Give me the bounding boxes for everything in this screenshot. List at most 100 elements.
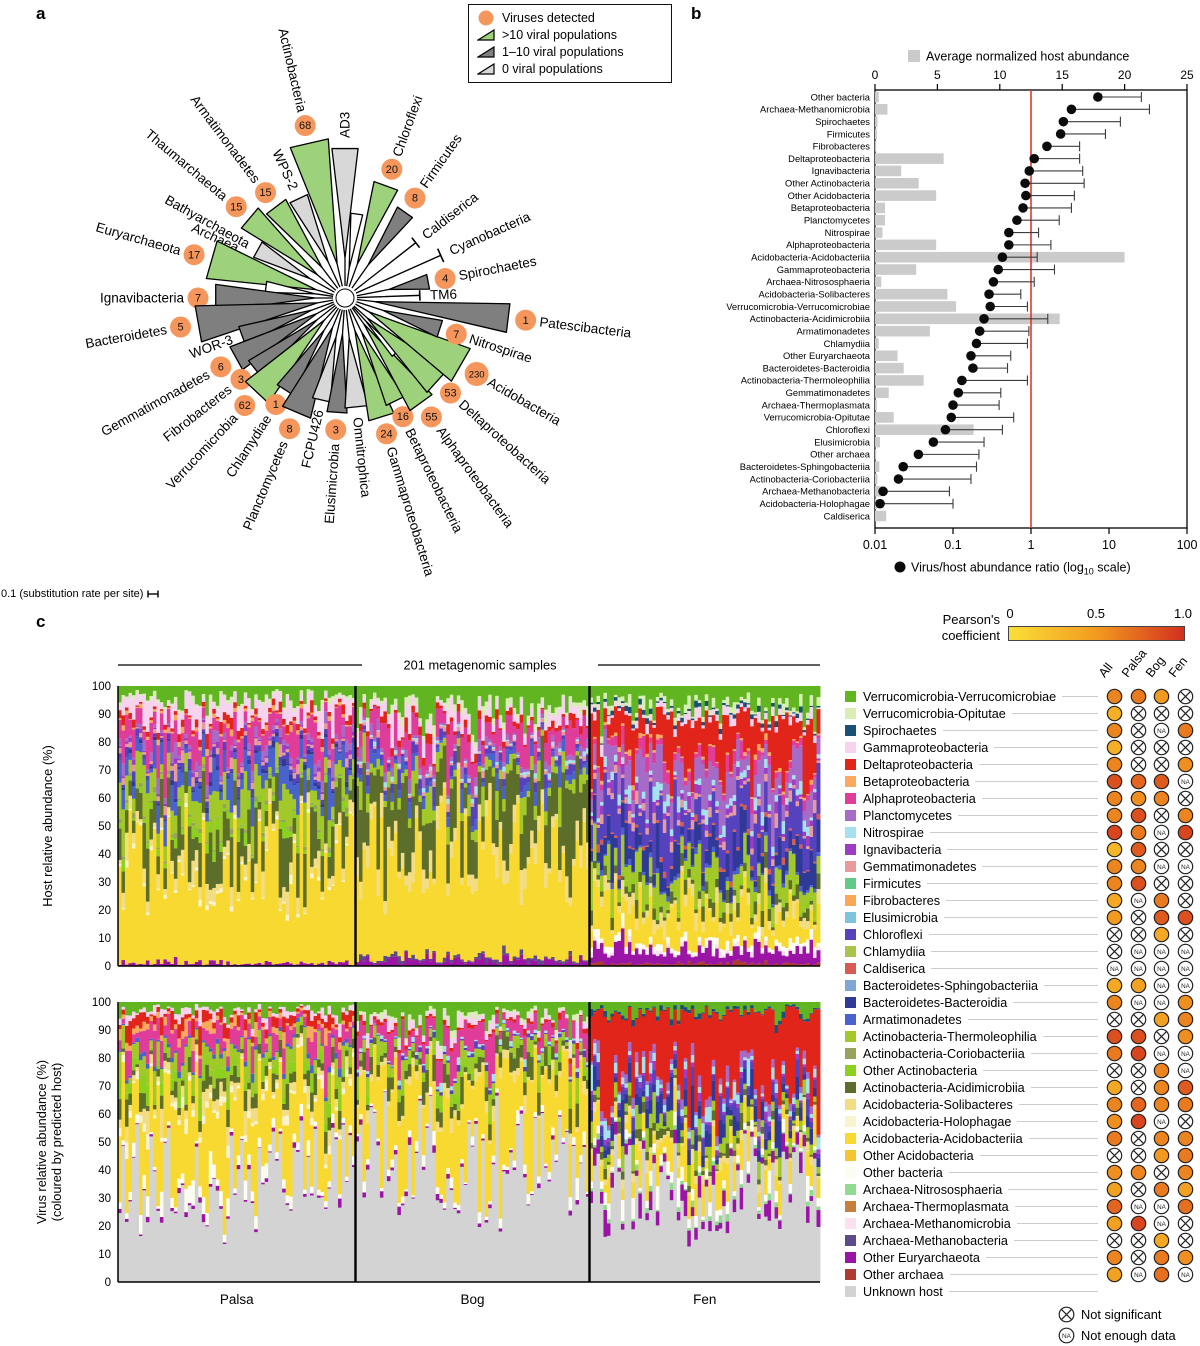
bar-segment: [708, 817, 712, 833]
bar-segment: [499, 715, 503, 718]
bar-segment: [576, 739, 580, 741]
bar-segment: [167, 739, 171, 741]
bar-segment: [631, 721, 635, 725]
bar-segment: [121, 1140, 125, 1145]
bar-segment: [331, 700, 335, 738]
bar-segment: [191, 1103, 195, 1110]
taxon-label: Omnitrophica: [350, 417, 373, 499]
bar-segment: [202, 817, 206, 819]
bar-segment: [806, 940, 810, 953]
row-label: Armatimonadetes: [797, 325, 871, 336]
bar-segment: [314, 867, 318, 868]
bar-segment: [135, 1026, 139, 1033]
bar-segment: [610, 832, 614, 833]
bar-segment: [237, 797, 241, 799]
bar-segment: [443, 723, 447, 725]
bar-segment: [596, 822, 600, 825]
bar-segment: [163, 821, 167, 847]
bar-segment: [446, 817, 450, 827]
bar-segment: [170, 811, 174, 835]
bar-segment: [184, 961, 188, 966]
tree-branch: [347, 268, 350, 286]
bar-segment: [153, 1115, 157, 1118]
bar-segment: [649, 737, 653, 743]
bar-segment: [125, 707, 129, 710]
bar-segment: [335, 704, 339, 707]
bar-segment: [687, 696, 691, 709]
bar-segment: [555, 756, 559, 759]
bar-segment: [321, 686, 325, 700]
bar-segment: [198, 707, 202, 739]
bar-segment: [342, 695, 346, 697]
bar-segment: [160, 742, 164, 764]
bar-segment: [275, 773, 279, 811]
bar-segment: [321, 794, 325, 800]
bar-segment: [583, 716, 587, 749]
bar-segment: [740, 806, 744, 864]
bar-segment: [254, 802, 258, 808]
bar-segment: [244, 1085, 248, 1091]
ratio-dot: [898, 462, 908, 472]
bar-segment: [303, 913, 307, 914]
bar-segment: [191, 1096, 195, 1103]
bar-segment: [534, 806, 538, 820]
bar-segment: [631, 848, 635, 849]
bar-segment: [174, 1081, 178, 1097]
bar-segment: [198, 1002, 202, 1008]
bar-segment: [659, 735, 663, 738]
bar-segment: [663, 913, 667, 917]
bar-segment: [621, 726, 625, 745]
bar-segment: [338, 776, 342, 778]
bar-segment: [569, 755, 573, 760]
bar-segment: [722, 869, 726, 872]
bar-segment: [666, 909, 670, 910]
bar-segment: [156, 796, 160, 801]
bar-segment: [481, 817, 485, 842]
bar-segment: [666, 686, 670, 709]
bar-segment: [722, 715, 726, 794]
bar-segment: [362, 694, 366, 697]
bar-segment: [817, 758, 821, 760]
bar-segment: [715, 708, 719, 710]
bar-segment: [593, 765, 597, 770]
bar-segment: [691, 880, 695, 884]
bar-segment: [156, 1012, 160, 1018]
bar-segment: [736, 917, 740, 921]
bar-segment: [303, 734, 307, 754]
bar-segment: [719, 913, 723, 918]
bar-segment: [747, 952, 751, 965]
bar-segment: [254, 727, 258, 737]
bar-segment: [132, 699, 136, 720]
bar-segment: [701, 809, 705, 815]
bar-segment: [555, 760, 559, 763]
bar-segment: [771, 790, 775, 793]
bar-segment: [509, 853, 513, 961]
bar-segment: [177, 755, 181, 758]
bar-segment: [195, 1143, 199, 1146]
bar-segment: [645, 834, 649, 845]
bar-segment: [471, 794, 475, 799]
bar-segment: [691, 847, 695, 849]
host-abundance-bar: [875, 104, 887, 115]
bar-segment: [537, 781, 541, 816]
bar-segment: [387, 758, 391, 761]
bar-segment: [729, 882, 733, 888]
bar-segment: [219, 1059, 223, 1069]
bar-segment: [614, 935, 618, 940]
bar-segment: [226, 1110, 230, 1127]
bar-segment: [139, 708, 143, 724]
bar-segment: [265, 811, 269, 826]
bar-segment: [488, 800, 492, 957]
bar-segment: [764, 836, 768, 851]
bar-segment: [659, 686, 663, 693]
bar-segment: [142, 823, 146, 869]
bar-segment: [467, 786, 471, 795]
bar-segment: [457, 763, 461, 769]
bar-segment: [778, 705, 782, 709]
bar-segment: [450, 765, 454, 776]
bar-segment: [638, 705, 642, 709]
bar-segment: [474, 819, 478, 830]
bar-segment: [195, 1055, 199, 1062]
bar-segment: [607, 795, 611, 815]
bar-segment: [237, 830, 241, 842]
